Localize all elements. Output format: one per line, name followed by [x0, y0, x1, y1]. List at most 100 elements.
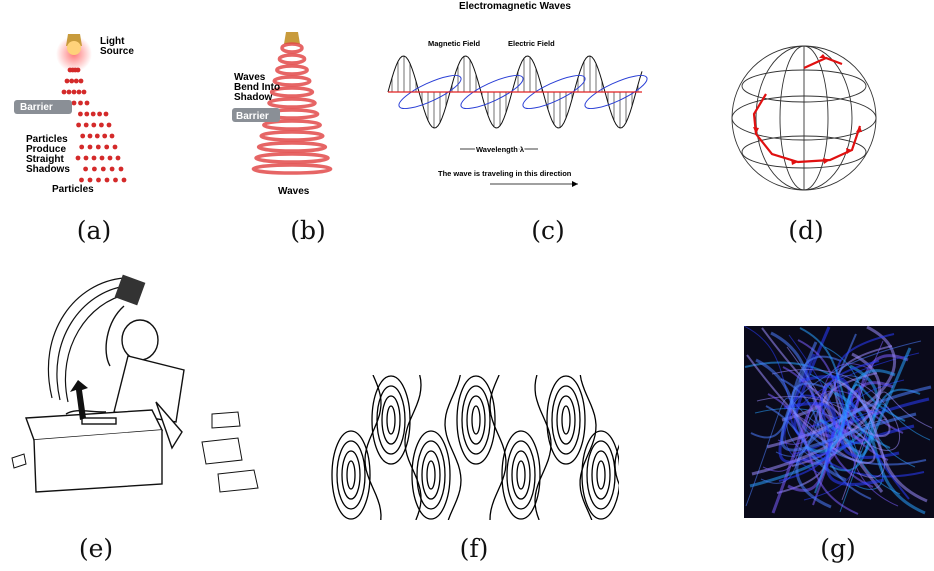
particle-dot — [97, 111, 102, 117]
man-figure — [65, 305, 185, 450]
wave-arc — [275, 64, 309, 76]
up-arrow-icon — [70, 380, 88, 420]
panel-d-sphere — [726, 34, 886, 204]
particle-dot — [84, 100, 90, 106]
contour-ring — [551, 385, 581, 455]
cartoon-illustration — [11, 274, 259, 493]
wavelength-label: Wavelength λ — [476, 145, 525, 154]
magnetic-field-label: Magnetic Field — [428, 39, 481, 48]
contour-line — [489, 375, 507, 520]
wave-arc — [267, 97, 317, 109]
particle-dot — [112, 144, 118, 150]
particle-dot — [71, 89, 77, 95]
particles-bottom-label: Particles — [52, 184, 94, 195]
wave-arc — [269, 86, 315, 98]
particle-dot — [92, 166, 97, 172]
particle-dot — [61, 89, 67, 95]
particle-dot — [83, 155, 89, 161]
plasma-strands — [744, 326, 933, 515]
particle-dot — [78, 100, 83, 106]
particle-dot — [76, 122, 81, 128]
magnetic-field-loop — [584, 74, 648, 110]
light-source-label: Light Source — [100, 36, 134, 57]
contour-ring — [336, 440, 366, 510]
particle-dot — [118, 166, 124, 172]
particle-dot — [73, 78, 79, 84]
magnetic-field-loop — [522, 74, 586, 110]
plasma-strand — [762, 390, 854, 472]
particles-note-label: Particles Produce Straight Shadows — [26, 134, 70, 175]
electric-field-label: Electric Field — [508, 39, 555, 48]
panel-e-cartoon — [6, 262, 276, 502]
plasma-strand — [790, 382, 927, 466]
contour-lines — [331, 375, 619, 520]
particle-dot — [109, 166, 115, 172]
contour-ring — [591, 450, 611, 500]
plasma-image — [744, 326, 934, 518]
contour-line — [364, 375, 382, 520]
contour-ring — [471, 405, 481, 435]
magnetic-field-loop — [398, 74, 462, 110]
contour-ring — [381, 395, 401, 445]
contour-ring — [516, 460, 526, 490]
particle-dot — [75, 67, 81, 73]
plasma-strand — [756, 396, 886, 478]
contour-ring — [331, 430, 371, 520]
wave-arc — [254, 152, 330, 164]
contour-line — [614, 444, 619, 486]
wave-arc — [277, 53, 307, 65]
contour-ring — [386, 405, 396, 435]
particle-dot — [80, 133, 86, 139]
em-wave-diagram: Electromagnetic Waves Magnetic Field Ele… — [387, 1, 648, 187]
particle-dot — [76, 89, 82, 95]
particle-dot — [87, 144, 93, 150]
particles-diagram: Light Source Barrier Particles Produce Stra… — [14, 34, 134, 195]
caption-b: (b) — [290, 216, 326, 245]
plasma-strand — [745, 397, 837, 507]
particle-dot — [79, 177, 84, 183]
panel-c-em-waves: Electromagnetic Waves Magnetic Field Ele… — [380, 0, 650, 195]
barrier-block — [232, 108, 280, 122]
plasma-strand — [836, 379, 928, 503]
particle-dot — [66, 89, 72, 95]
contour-line — [444, 375, 462, 520]
contour-ring — [561, 405, 571, 435]
contour-ring — [456, 375, 496, 465]
particle-dot — [81, 89, 87, 95]
wave-arc — [280, 42, 304, 54]
caption-f: (f) — [459, 534, 489, 563]
particle-dot — [79, 144, 85, 150]
particle-dots — [58, 67, 127, 183]
contour-ring — [426, 460, 436, 490]
caption-a: (a) — [76, 216, 112, 245]
contour-ring — [466, 395, 486, 445]
panel-g-plasma — [744, 326, 934, 518]
caption-c: (c) — [531, 216, 565, 245]
particle-dot — [78, 78, 84, 84]
hammer-head-icon — [114, 274, 146, 306]
barrier-label: Barrier — [236, 111, 269, 122]
wave-arc — [256, 141, 328, 153]
barrier-block — [14, 100, 72, 114]
particle-dot — [107, 155, 113, 161]
contour-ring — [546, 375, 586, 465]
particle-dot — [83, 166, 88, 172]
motion-lines — [47, 277, 129, 403]
particle-dot — [103, 111, 109, 117]
contour-ring — [341, 450, 361, 500]
particle-dot — [84, 111, 90, 117]
caption-e: (e) — [78, 534, 114, 563]
particle-dot — [87, 133, 93, 139]
plasma-strand — [803, 379, 905, 501]
waves-diagram: Waves Bend Into Shadow Barrier Waves — [232, 32, 333, 197]
particle-dot — [106, 122, 112, 128]
bulb-icon — [67, 41, 81, 55]
contour-ring — [511, 450, 531, 500]
particle-dot — [115, 155, 121, 161]
panel-a-particles: Light Source Barrier Particles Produce Stra… — [12, 28, 182, 198]
particle-dot — [91, 122, 97, 128]
plasma-strand — [804, 369, 896, 453]
particle-dot — [104, 144, 110, 150]
plasma-strand — [780, 341, 917, 452]
particle-dot — [109, 133, 115, 139]
